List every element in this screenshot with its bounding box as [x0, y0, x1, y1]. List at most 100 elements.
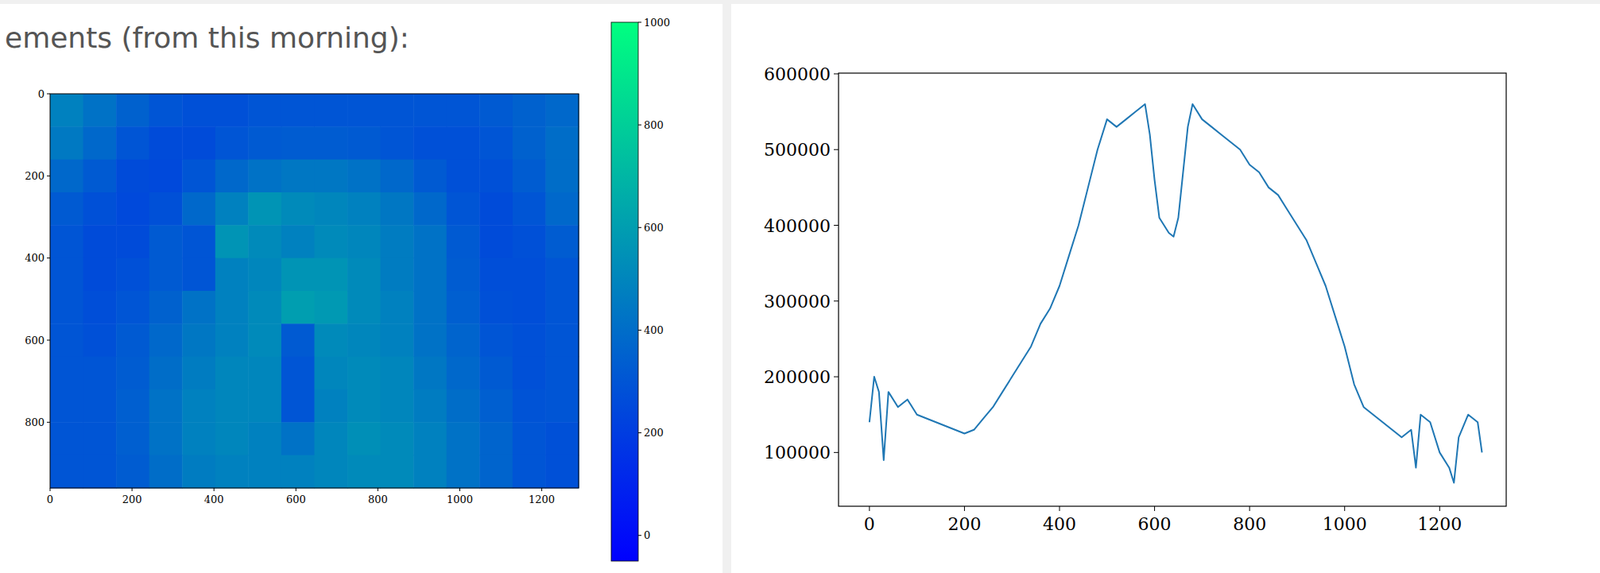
heatmap-cell	[50, 455, 84, 489]
y-tick	[833, 452, 839, 454]
heatmap-cell	[281, 356, 315, 391]
heatmap-cell	[182, 93, 216, 128]
heatmap-cell	[314, 93, 349, 128]
x-tick-label: 1200	[1417, 514, 1462, 535]
heatmap-cell	[380, 159, 415, 194]
heatmap-cell	[50, 389, 84, 423]
heatmap-cell	[479, 323, 513, 357]
heatmap-cell	[314, 356, 349, 391]
heatmap-cell	[314, 290, 349, 325]
heatmap-cell	[413, 455, 447, 489]
heatmap-cell	[247, 126, 282, 160]
heatmap-cell	[50, 93, 84, 128]
y-tick	[46, 175, 51, 177]
heatmap-cell	[512, 258, 547, 292]
heatmap-cell	[545, 126, 579, 160]
heatmap-cell	[247, 323, 282, 357]
x-tick	[1154, 506, 1155, 512]
colorbar-tick-label: 200	[643, 426, 664, 439]
heatmap-cell	[413, 422, 447, 456]
heatmap-cell	[149, 93, 183, 128]
heatmap-cell	[347, 93, 381, 128]
heatmap-cell	[380, 455, 415, 489]
heatmap-cell	[347, 126, 381, 160]
heatmap-cell	[512, 323, 547, 357]
y-tick-label: 100000	[763, 442, 831, 463]
heatmap-cell	[215, 126, 249, 160]
heatmap-cell	[446, 290, 481, 325]
heatmap-cell	[281, 455, 315, 489]
heatmap-cell	[512, 455, 547, 489]
heatmap-cell	[545, 258, 579, 292]
heatmap-cell	[83, 159, 117, 194]
heatmap-cell	[182, 356, 216, 391]
heatmap-cell	[281, 323, 315, 357]
heatmap-cell	[380, 126, 415, 160]
heatmap-cell	[314, 224, 349, 259]
heatmap-cell	[149, 290, 183, 325]
x-tick	[295, 488, 297, 492]
x-tick-label: 1200	[528, 493, 555, 506]
heatmap-cell	[215, 192, 249, 226]
colorbar-tick	[638, 227, 642, 229]
heatmap-cell	[446, 356, 481, 391]
heatmap-cell	[247, 192, 282, 226]
heatmap-cell	[413, 224, 447, 259]
heatmap-cell	[149, 126, 183, 160]
heatmap-cell	[347, 159, 381, 194]
heatmap-cell	[446, 93, 481, 128]
heatmap-cell	[247, 224, 282, 259]
heatmap-cell	[247, 93, 282, 128]
heatmap-cell	[182, 290, 216, 325]
x-tick-label: 1000	[1322, 514, 1368, 535]
heatmap-cell	[215, 422, 249, 456]
heatmap-cell	[247, 455, 282, 489]
heatmap-cell	[446, 224, 481, 259]
y-tick-label: 400000	[763, 216, 831, 237]
heatmap-cell	[149, 192, 183, 226]
heatmap-cell	[545, 159, 579, 194]
heatmap-cell	[83, 93, 117, 128]
heatmap-cell	[413, 290, 447, 325]
y-tick-label: 500000	[763, 139, 831, 160]
heatmap-cell	[215, 389, 249, 423]
colorbar	[611, 22, 639, 562]
heatmap-cell	[83, 290, 117, 325]
y-tick-label: 600	[24, 334, 45, 347]
heatmap-cell	[413, 258, 447, 292]
heatmap-cell	[446, 455, 481, 489]
heatmap-cell	[247, 356, 282, 391]
heatmap-cell	[380, 224, 415, 259]
heatmap-cell	[50, 290, 84, 325]
heatmap-cell	[50, 323, 84, 357]
heatmap-cell	[149, 356, 183, 391]
heatmap-cell	[182, 455, 216, 489]
page: ements (from this morning):0200400600800…	[0, 0, 1600, 573]
heatmap-cell	[314, 389, 349, 423]
heatmap-cell	[512, 224, 547, 259]
y-tick	[833, 149, 839, 151]
heatmap-cell	[413, 323, 447, 357]
heatmap-cell	[182, 258, 216, 292]
x-tick-label: 200	[122, 493, 143, 506]
heatmap-cell	[281, 93, 315, 128]
heatmap-cell	[116, 356, 150, 391]
heatmap-cell	[83, 356, 117, 391]
y-tick-label: 400	[24, 251, 45, 264]
heatmap-cell	[380, 356, 415, 391]
heatmap-cell	[83, 126, 117, 160]
heatmap-cells	[50, 93, 580, 489]
x-tick-label: 400	[1042, 514, 1077, 535]
heatmap-cell	[446, 422, 481, 456]
heatmap-cell	[347, 290, 381, 325]
x-tick	[964, 506, 965, 512]
x-tick-label: 200	[947, 514, 981, 535]
plot-frame	[838, 73, 1507, 507]
heatmap-cell	[149, 389, 183, 423]
heatmap-cell	[281, 290, 315, 325]
heatmap-cell	[347, 192, 381, 226]
heatmap-cell	[545, 356, 579, 391]
heatmap-cell	[116, 422, 150, 456]
heatmap-cell	[314, 422, 349, 456]
heatmap-cell	[347, 323, 381, 357]
